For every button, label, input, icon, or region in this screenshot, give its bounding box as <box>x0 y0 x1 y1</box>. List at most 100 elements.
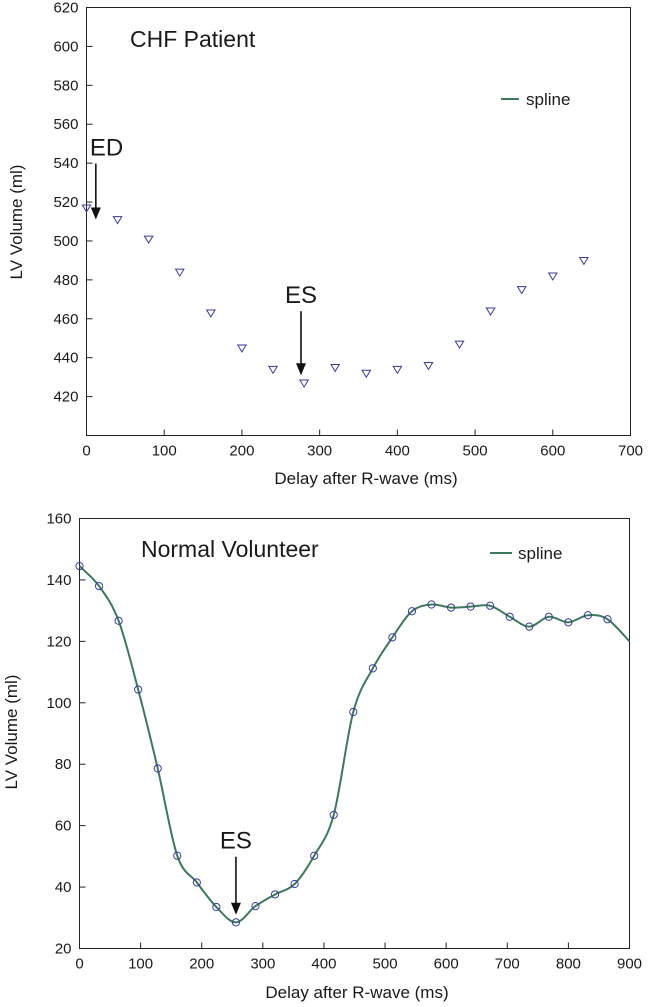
chf-x-axis-label: Delay after R-wave (ms) <box>274 469 457 488</box>
chf-annotation-arrowhead <box>295 363 306 376</box>
normal-data-point <box>290 879 299 889</box>
chf-y-tick-label: 520 <box>53 194 78 211</box>
chf-data-point <box>112 216 123 225</box>
normal-data-point <box>583 611 593 620</box>
normal-data-points <box>75 562 612 927</box>
normal-y-tick-label: 60 <box>55 818 72 835</box>
normal-data-point <box>446 603 456 612</box>
chf-y-tick-label: 580 <box>53 77 78 94</box>
normal-y-tick-label: 40 <box>55 879 72 896</box>
normal-data-point <box>231 918 241 927</box>
chf-data-point <box>485 307 496 316</box>
chf-legend: spline <box>501 90 570 109</box>
chf-plot-frame <box>86 7 631 436</box>
normal-data-point <box>270 890 280 899</box>
normal-data-point <box>212 902 221 912</box>
chf-x-tick-label: 300 <box>307 443 332 460</box>
normal-data-point <box>75 562 84 571</box>
chf-data-point <box>361 369 372 379</box>
normal-data-point <box>251 902 260 911</box>
chf-x-tick-label: 700 <box>618 443 643 460</box>
chf-annotation-ed: ED <box>90 135 123 162</box>
normal-y-tick-label: 20 <box>55 941 72 958</box>
chf-annotations: ED ES <box>90 135 317 376</box>
normal-data-point <box>329 810 338 819</box>
normal-x-tick-label: 300 <box>250 956 275 973</box>
normal-x-tick-label: 400 <box>311 956 336 973</box>
chf-data-point <box>143 235 154 244</box>
normal-y-axis-label: LV Volume (ml) <box>2 675 21 790</box>
normal-data-point <box>153 764 162 773</box>
normal-legend: spline <box>490 544 562 563</box>
chf-data-points <box>81 204 589 388</box>
normal-data-point <box>564 618 573 627</box>
normal-spline-line <box>78 565 631 924</box>
normal-chart-title: Normal Volunteer <box>141 536 319 562</box>
chf-data-point <box>423 362 434 371</box>
chf-x-tick-label: 100 <box>152 443 177 460</box>
normal-x-tick-label: 200 <box>189 956 214 973</box>
chf-x-tick-label: 600 <box>540 443 565 460</box>
chf-x-tick-label: 200 <box>229 443 254 460</box>
normal-data-point <box>505 612 514 621</box>
chf-x-tick-label: 500 <box>463 443 488 460</box>
chf-y-tick-label: 420 <box>53 389 78 406</box>
normal-x-tick-label: 100 <box>128 956 153 973</box>
chf-annotation-es: ES <box>285 282 317 309</box>
chf-data-point <box>330 363 341 373</box>
normal-data-point <box>544 612 553 621</box>
chf-legend-label: spline <box>526 90 570 109</box>
chf-data-point <box>578 256 589 266</box>
chf-y-tick-label: 560 <box>53 116 78 133</box>
chf-annotation-arrowhead <box>90 207 101 220</box>
chf-y-axis-label: LV Volume (ml) <box>7 165 26 280</box>
normal-x-axis-label: Delay after R-wave (ms) <box>265 983 448 1002</box>
chf-y-tick-label: 600 <box>53 38 78 55</box>
normal-x-ticks: 0 100 200 300 400 500 600 700 800 900 <box>75 942 642 973</box>
normal-y-ticks: 20 40 60 80 100 120 140 160 <box>46 511 86 958</box>
normal-x-tick-label: 0 <box>75 956 83 973</box>
chf-y-tick-label: 460 <box>53 311 78 328</box>
chf-y-tick-label: 540 <box>53 155 78 172</box>
normal-data-point <box>310 851 319 860</box>
normal-data-point <box>94 581 104 591</box>
chf-data-point <box>392 365 403 375</box>
normal-y-tick-label: 120 <box>46 633 71 650</box>
normal-annotation-arrowhead <box>230 902 241 915</box>
chf-data-point <box>205 309 216 318</box>
normal-y-tick-label: 80 <box>55 756 72 773</box>
chf-x-ticks: 0 100 200 300 400 500 600 700 <box>82 429 643 460</box>
chf-x-tick-label: 400 <box>385 443 410 460</box>
chf-y-ticks: 420 440 460 480 500 520 540 560 580 600 620 <box>53 0 93 406</box>
chf-data-point <box>454 340 465 350</box>
chf-data-point <box>174 268 185 278</box>
normal-data-point <box>466 602 475 611</box>
chf-chart-title: CHF Patient <box>130 26 256 52</box>
normal-data-point <box>407 607 417 616</box>
normal-data-point <box>349 707 358 717</box>
normal-x-tick-label: 800 <box>556 956 581 973</box>
chf-data-point <box>81 204 92 213</box>
normal-legend-label: spline <box>518 544 562 563</box>
normal-annotation-es: ES <box>220 828 252 855</box>
normal-y-tick-label: 160 <box>46 511 71 528</box>
chf-data-point <box>267 365 279 375</box>
normal-x-tick-label: 600 <box>434 956 459 973</box>
normal-data-point <box>388 633 397 642</box>
normal-data-point <box>486 601 495 610</box>
chf-y-tick-label: 500 <box>53 233 78 250</box>
chf-y-tick-label: 480 <box>53 272 78 289</box>
normal-data-point <box>192 878 201 887</box>
chf-patient-chart: 420 440 460 480 500 520 540 560 580 600 620 0 100 20… <box>7 0 643 488</box>
chf-data-point <box>299 379 310 388</box>
normal-data-point <box>368 664 377 673</box>
normal-data-point <box>114 616 123 625</box>
normal-x-tick-label: 700 <box>495 956 520 973</box>
normal-plot-frame <box>79 518 630 949</box>
normal-y-tick-label: 100 <box>46 695 71 712</box>
normal-data-point <box>525 622 534 631</box>
normal-data-point <box>134 685 143 694</box>
chf-y-tick-label: 440 <box>53 350 78 367</box>
chf-y-tick-label: 620 <box>53 0 78 17</box>
